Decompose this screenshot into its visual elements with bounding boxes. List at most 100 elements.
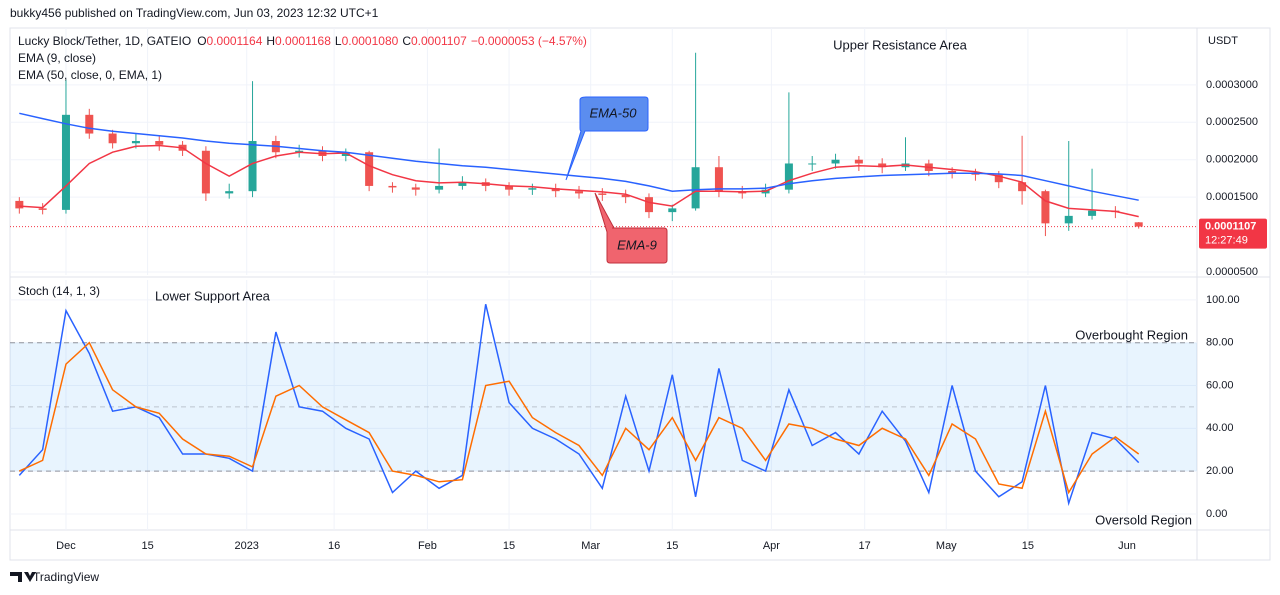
candle-body: [85, 114, 94, 134]
candle-body: [854, 159, 863, 164]
ohlc-values: O0.0001164 H0.0001168 L0.0001080 C0.0001107: [197, 34, 467, 48]
candle-body: [831, 159, 840, 164]
y-tick-label: 20.00: [1206, 465, 1234, 477]
y-tick-label: 80.00: [1206, 337, 1234, 349]
x-tick-label: Feb: [418, 540, 437, 552]
ohlc-key: H: [266, 34, 275, 48]
change: −0.0000053 (−4.57%): [471, 34, 587, 48]
annotation: EMA-50: [590, 105, 638, 120]
candle-body: [435, 185, 444, 190]
legend-ema50: EMA (50, close, 0, EMA, 1): [18, 68, 162, 82]
candle-body: [201, 150, 210, 194]
y-tick-label: 40.00: [1206, 422, 1234, 434]
candle-body: [808, 163, 817, 165]
annotation: Oversold Region: [1095, 512, 1192, 527]
candle-body: [108, 133, 117, 144]
x-tick-label: Apr: [763, 540, 780, 552]
ohlc-key: L: [335, 34, 342, 48]
ohlc-key: C: [402, 34, 411, 48]
x-tick-label: 15: [141, 540, 153, 552]
ohlc-value: 0.0001164: [207, 34, 263, 48]
candle-body: [155, 141, 164, 145]
candle-body: [1134, 222, 1143, 227]
brand-logo: [10, 572, 36, 582]
candle-body: [248, 141, 257, 192]
candle-body: [551, 188, 560, 192]
last-price-label: 0.0001107: [1205, 220, 1256, 232]
x-tick-label: 16: [328, 540, 340, 552]
x-tick-label: 15: [1022, 540, 1034, 552]
x-tick-label: May: [936, 540, 957, 552]
candle-body: [691, 167, 700, 209]
currency-label: USDT: [1208, 35, 1238, 47]
ema9-callout: [594, 192, 668, 264]
ohlc-value: 0.0001107: [411, 34, 467, 48]
ohlc-key: O: [197, 34, 206, 48]
candle-body: [365, 152, 374, 186]
candle-body: [644, 197, 653, 213]
plot-layer: Dec 15 2023 16 Feb 15 Mar 15 Apr 17 May 15 Jun 0.0000…: [10, 28, 1267, 552]
candle-body: [1041, 191, 1050, 224]
y-tick-label: 0.0001500: [1206, 191, 1258, 203]
candle-body: [971, 173, 980, 175]
x-tick-label: 2023: [234, 540, 258, 552]
published-line: bukky456 published on TradingView.com, J…: [10, 6, 379, 20]
candle-body: [784, 163, 793, 190]
annotation: EMA-9: [617, 237, 657, 252]
candle-body: [225, 191, 234, 194]
ema50-callout: [565, 96, 649, 181]
legend-ema9: EMA (9, close): [18, 51, 96, 65]
x-tick-label: 17: [859, 540, 871, 552]
candle-body: [411, 187, 420, 190]
legend-title: Lucky Block/Tether, 1D, GATEIO O0.0001164…: [18, 34, 587, 48]
candle-body: [994, 174, 1003, 183]
last-price-box: [1199, 218, 1267, 249]
y-tick-label: 0.0002500: [1206, 116, 1258, 128]
band-fill: [10, 342, 1197, 472]
ohlc-value: 0.0001080: [342, 34, 399, 48]
stoch-title: Stoch (14, 1, 3): [18, 284, 100, 298]
annotation: Upper Resistance Area: [833, 37, 967, 52]
series-line: [19, 144, 1139, 218]
candle-body: [621, 194, 630, 198]
series-line: [19, 112, 1139, 201]
series-line: [18, 341, 1140, 495]
x-tick-label: Mar: [581, 540, 600, 552]
annotation: Lower Support Area: [155, 288, 271, 303]
candle-body: [948, 170, 957, 174]
x-tick-label: 15: [666, 540, 678, 552]
candle-body: [505, 185, 514, 190]
x-tick-label: Dec: [56, 540, 76, 552]
y-tick-label: 0.0003000: [1206, 79, 1258, 91]
brand: TradingView: [33, 570, 99, 584]
frame: [9, 27, 1271, 561]
y-tick-label: 100.00: [1206, 294, 1240, 306]
candle-body: [131, 141, 140, 144]
x-tick-label: Jun: [1118, 540, 1136, 552]
candle-body: [598, 193, 607, 195]
y-tick-label: 0.0000500: [1206, 266, 1258, 278]
candle-body: [714, 167, 723, 192]
candle-body: [61, 114, 70, 210]
y-tick-label: 0.00: [1206, 508, 1227, 520]
candle-body: [1064, 215, 1073, 224]
candle-body: [341, 152, 350, 156]
candle-body: [1018, 182, 1027, 192]
y-tick-label: 60.00: [1206, 379, 1234, 391]
countdown: 12:27:49: [1205, 234, 1248, 246]
candle-body: [15, 200, 24, 209]
y-tick-label: 0.0002000: [1206, 154, 1258, 166]
candle-body: [528, 188, 537, 190]
ohlc-value: 0.0001168: [275, 34, 331, 48]
candle-body: [388, 185, 397, 188]
candle-body: [575, 191, 584, 194]
annotation: Overbought Region: [1075, 327, 1188, 342]
symbol: Lucky Block/Tether, 1D, GATEIO: [18, 34, 191, 48]
candle-body: [38, 208, 47, 210]
candle-body: [878, 163, 887, 168]
x-tick-label: 15: [503, 540, 515, 552]
candle-body: [1088, 210, 1097, 216]
candle-body: [668, 208, 677, 213]
candle-body: [458, 182, 467, 186]
